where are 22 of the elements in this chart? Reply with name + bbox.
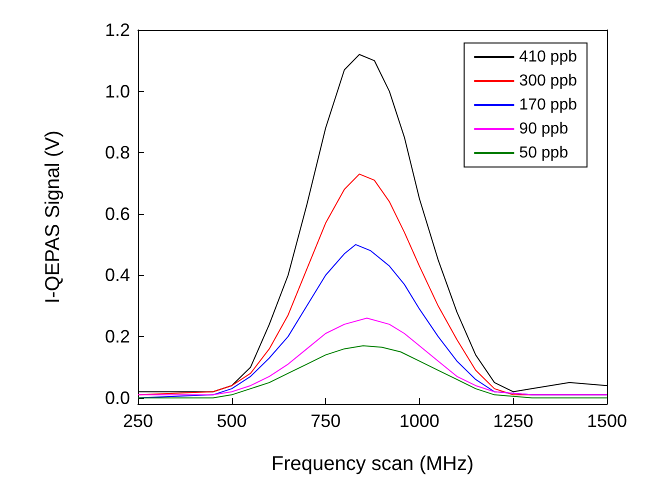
y-tick-label: 1.2 xyxy=(104,20,130,40)
x-tick-label: 1500 xyxy=(586,411,628,431)
legend-label: 170 ppb xyxy=(519,96,578,114)
x-tick-label: 1000 xyxy=(399,411,440,431)
x-tick-label: 500 xyxy=(216,411,247,431)
y-tick-label: 1.0 xyxy=(104,81,130,102)
line-series xyxy=(138,345,608,398)
y-tick-label: 0.4 xyxy=(104,265,130,286)
y-tick-label: 0.6 xyxy=(104,204,130,224)
x-tick-label: 250 xyxy=(122,411,154,431)
y-tick-label: 0.0 xyxy=(104,388,130,408)
x-tick-label: 750 xyxy=(310,411,341,431)
line-series xyxy=(138,318,608,396)
x-tick-label: 1250 xyxy=(493,411,534,431)
y-tick-label: 0.2 xyxy=(104,326,130,347)
y-tick-label: 0.8 xyxy=(104,142,130,163)
legend-label: 50 ppb xyxy=(519,144,568,162)
x-axis-title: Frequency scan (MHz) xyxy=(271,453,474,475)
legend-label: 300 ppb xyxy=(519,72,578,90)
y-axis-title: I-QEPAS Signal (V) xyxy=(42,130,64,304)
legend-label: 410 ppb xyxy=(519,48,578,66)
legend-label: 90 ppb xyxy=(519,120,568,138)
